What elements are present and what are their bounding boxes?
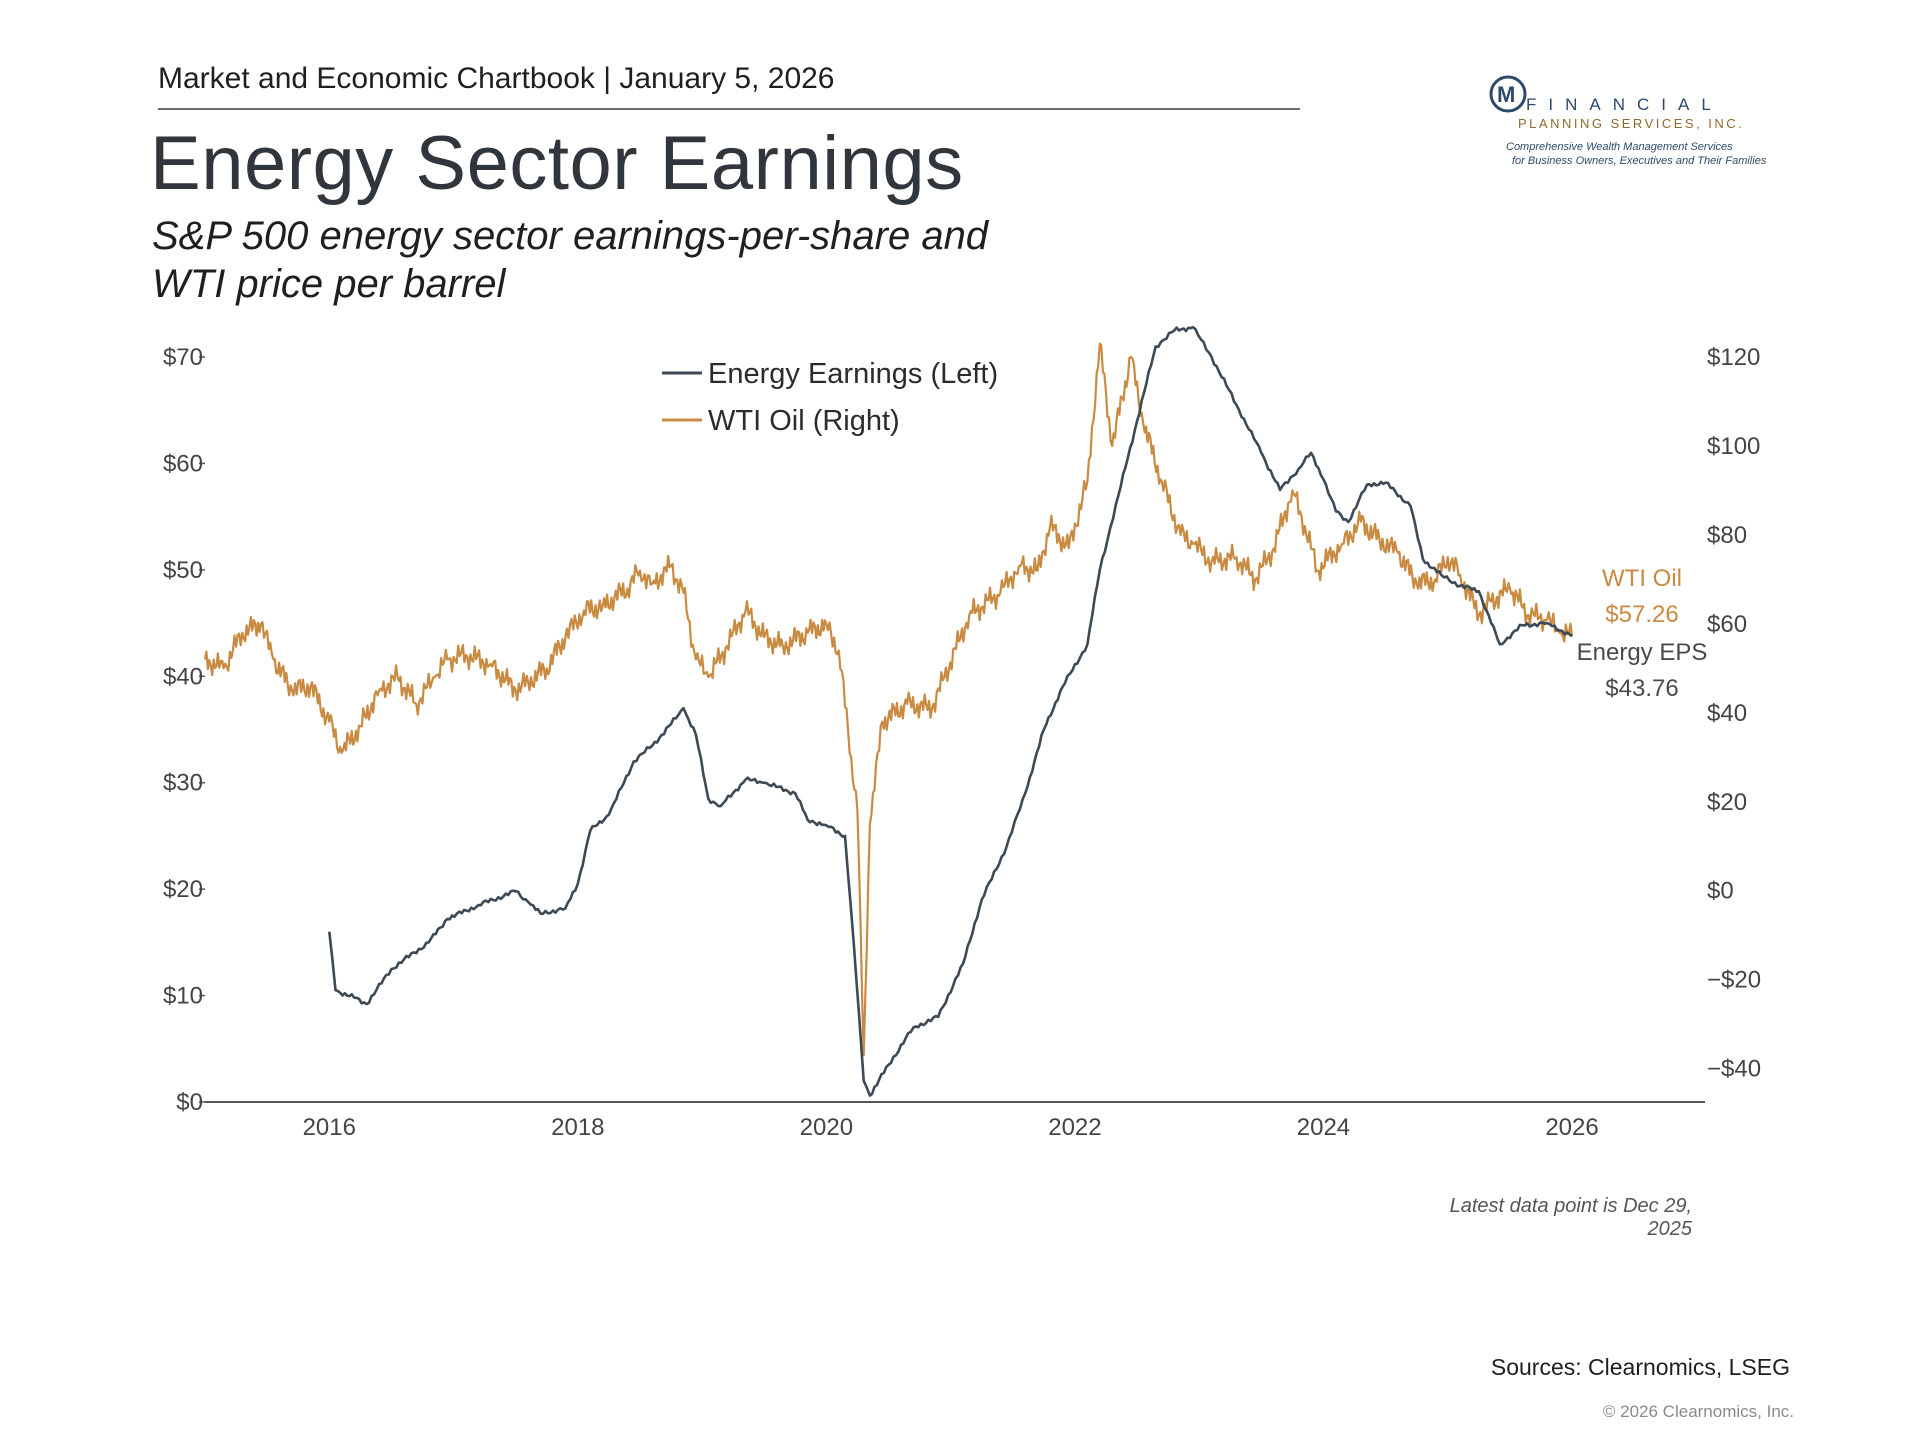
- copyright-note: © 2026 Clearnomics, Inc.: [1602, 1402, 1794, 1421]
- logo-circle-icon: [1489, 75, 1527, 113]
- series-line-wti-oil: [203, 342, 1574, 1057]
- logo-line2: PLANNING SERVICES, INC.: [1518, 116, 1744, 131]
- right-tick-label: $100: [1707, 433, 1760, 460]
- latest-data-note: Latest data point is Dec 29, 2025: [1449, 1195, 1692, 1240]
- callout-eps-value: $43.76: [1605, 675, 1678, 702]
- left-tick-label: $50: [163, 557, 203, 584]
- x-axis: 2016 2018 2020 2022 2024 2026: [303, 1114, 1599, 1141]
- right-axis: −$40 −$20 $0 $20 $40 $60 $80 $100 $120: [1707, 344, 1761, 1083]
- x-tick-label: 2022: [1048, 1114, 1101, 1141]
- chartbook-header: Market and Economic Chartbook | January …: [158, 62, 835, 95]
- right-tick-label: $40: [1707, 700, 1747, 727]
- page-title: Energy Sector Earnings: [150, 121, 964, 206]
- x-tick-label: 2018: [551, 1114, 604, 1141]
- legend-label-earnings: Energy Earnings (Left): [708, 358, 998, 390]
- logo-line1: FINANCIAL: [1526, 95, 1723, 114]
- right-tick-label: $80: [1707, 522, 1747, 549]
- series-line-energy-earnings: [328, 325, 1573, 1097]
- left-tick-label: $20: [163, 876, 203, 903]
- right-tick-label: $60: [1707, 611, 1747, 638]
- left-tick-label: $30: [163, 770, 203, 797]
- right-tick-label: $20: [1707, 789, 1747, 816]
- callout-oil-label: WTI Oil: [1602, 565, 1682, 592]
- legend-label-oil: WTI Oil (Right): [708, 405, 900, 437]
- sources-note: Sources: Clearnomics, LSEG: [1490, 1354, 1790, 1380]
- left-tick-label: $10: [163, 983, 203, 1010]
- left-tick-label: $70: [163, 344, 203, 371]
- left-tick-label: $0: [176, 1089, 203, 1116]
- x-tick-label: 2016: [303, 1114, 356, 1141]
- series-layer: [203, 325, 1574, 1097]
- logo-tagline2: for Business Owners, Executives and Thei…: [1512, 155, 1767, 167]
- x-tick-label: 2026: [1545, 1114, 1598, 1141]
- left-axis: $0 $10 $20 $30 $40 $50 $60 $70: [163, 344, 205, 1116]
- right-tick-label: −$20: [1707, 967, 1761, 994]
- header-divider: [158, 108, 1300, 110]
- logo-tagline1: Comprehensive Wealth Management Services: [1506, 141, 1733, 153]
- logo-initial: M: [1497, 82, 1515, 107]
- end-callouts: WTI Oil $57.26 Energy EPS $43.76: [1577, 565, 1708, 702]
- right-tick-label: −$40: [1707, 1056, 1761, 1083]
- left-tick-label: $40: [163, 663, 203, 690]
- x-tick-label: 2024: [1297, 1114, 1350, 1141]
- right-tick-label: $0: [1707, 878, 1734, 905]
- x-tick-label: 2020: [800, 1114, 853, 1141]
- company-logo: M FINANCIAL PLANNING SERVICES, INC. Comp…: [1489, 75, 1767, 167]
- left-tick-label: $60: [163, 450, 203, 477]
- legend: Energy Earnings (Left) WTI Oil (Right): [662, 358, 998, 437]
- callout-eps-label: Energy EPS: [1577, 639, 1708, 666]
- callout-oil-value: $57.26: [1605, 601, 1678, 628]
- page-subtitle: S&P 500 energy sector earnings-per-share…: [152, 214, 989, 306]
- right-tick-label: $120: [1707, 344, 1760, 371]
